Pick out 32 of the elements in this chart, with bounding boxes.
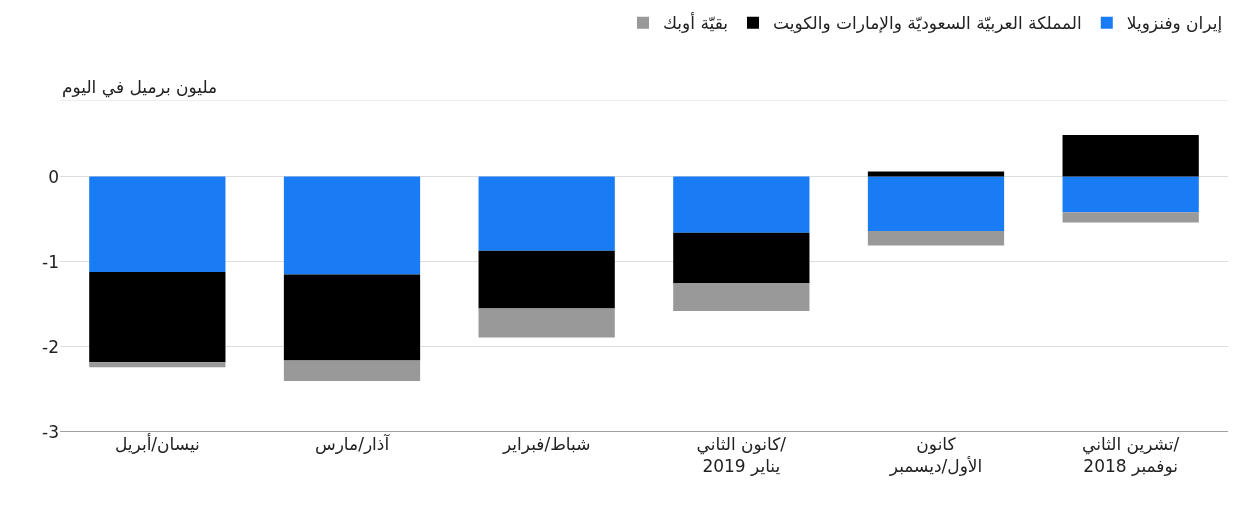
bar — [283, 176, 421, 275]
bar — [283, 360, 421, 381]
bar — [673, 232, 810, 284]
bar — [673, 283, 810, 312]
bar — [867, 176, 1005, 232]
bar — [1062, 212, 1199, 223]
x-tick-label: آذار/مارس — [314, 433, 391, 454]
y-tick-label: -3 — [42, 421, 59, 442]
bar — [867, 171, 1005, 177]
x-tick-label: تشرين الثاني/ نوفمبر 2018 — [1082, 434, 1180, 477]
legend-label: إيران وفنزويلا — [1126, 13, 1223, 34]
legend-label: بقيّة أوبك — [663, 12, 728, 34]
x-tick-label: كانون الأول/ديسمبر — [888, 434, 983, 477]
bar — [478, 308, 615, 338]
y-axis-title: مليون برميل في اليوم — [62, 77, 218, 98]
y-tick-label: -1 — [42, 251, 59, 272]
x-tick-label: نيسان/أبريل — [114, 433, 200, 454]
x-tick-label: شباط/فبراير — [501, 434, 591, 454]
y-tick-label: 0 — [48, 166, 59, 187]
bar — [89, 271, 226, 363]
bar — [1062, 176, 1199, 213]
bar — [478, 176, 615, 251]
bar — [89, 362, 226, 368]
bar — [1062, 134, 1199, 177]
x-tick-label: كانون الثاني/ يناير 2019 — [696, 434, 787, 477]
bar — [283, 274, 421, 361]
bar — [478, 250, 615, 309]
bar — [89, 176, 226, 272]
bar — [673, 176, 810, 233]
legend-label: المملكة العربيّة السعوديّة والإمارات والكويت — [772, 13, 1082, 34]
bar — [867, 231, 1005, 246]
y-tick-label: -2 — [42, 336, 59, 357]
